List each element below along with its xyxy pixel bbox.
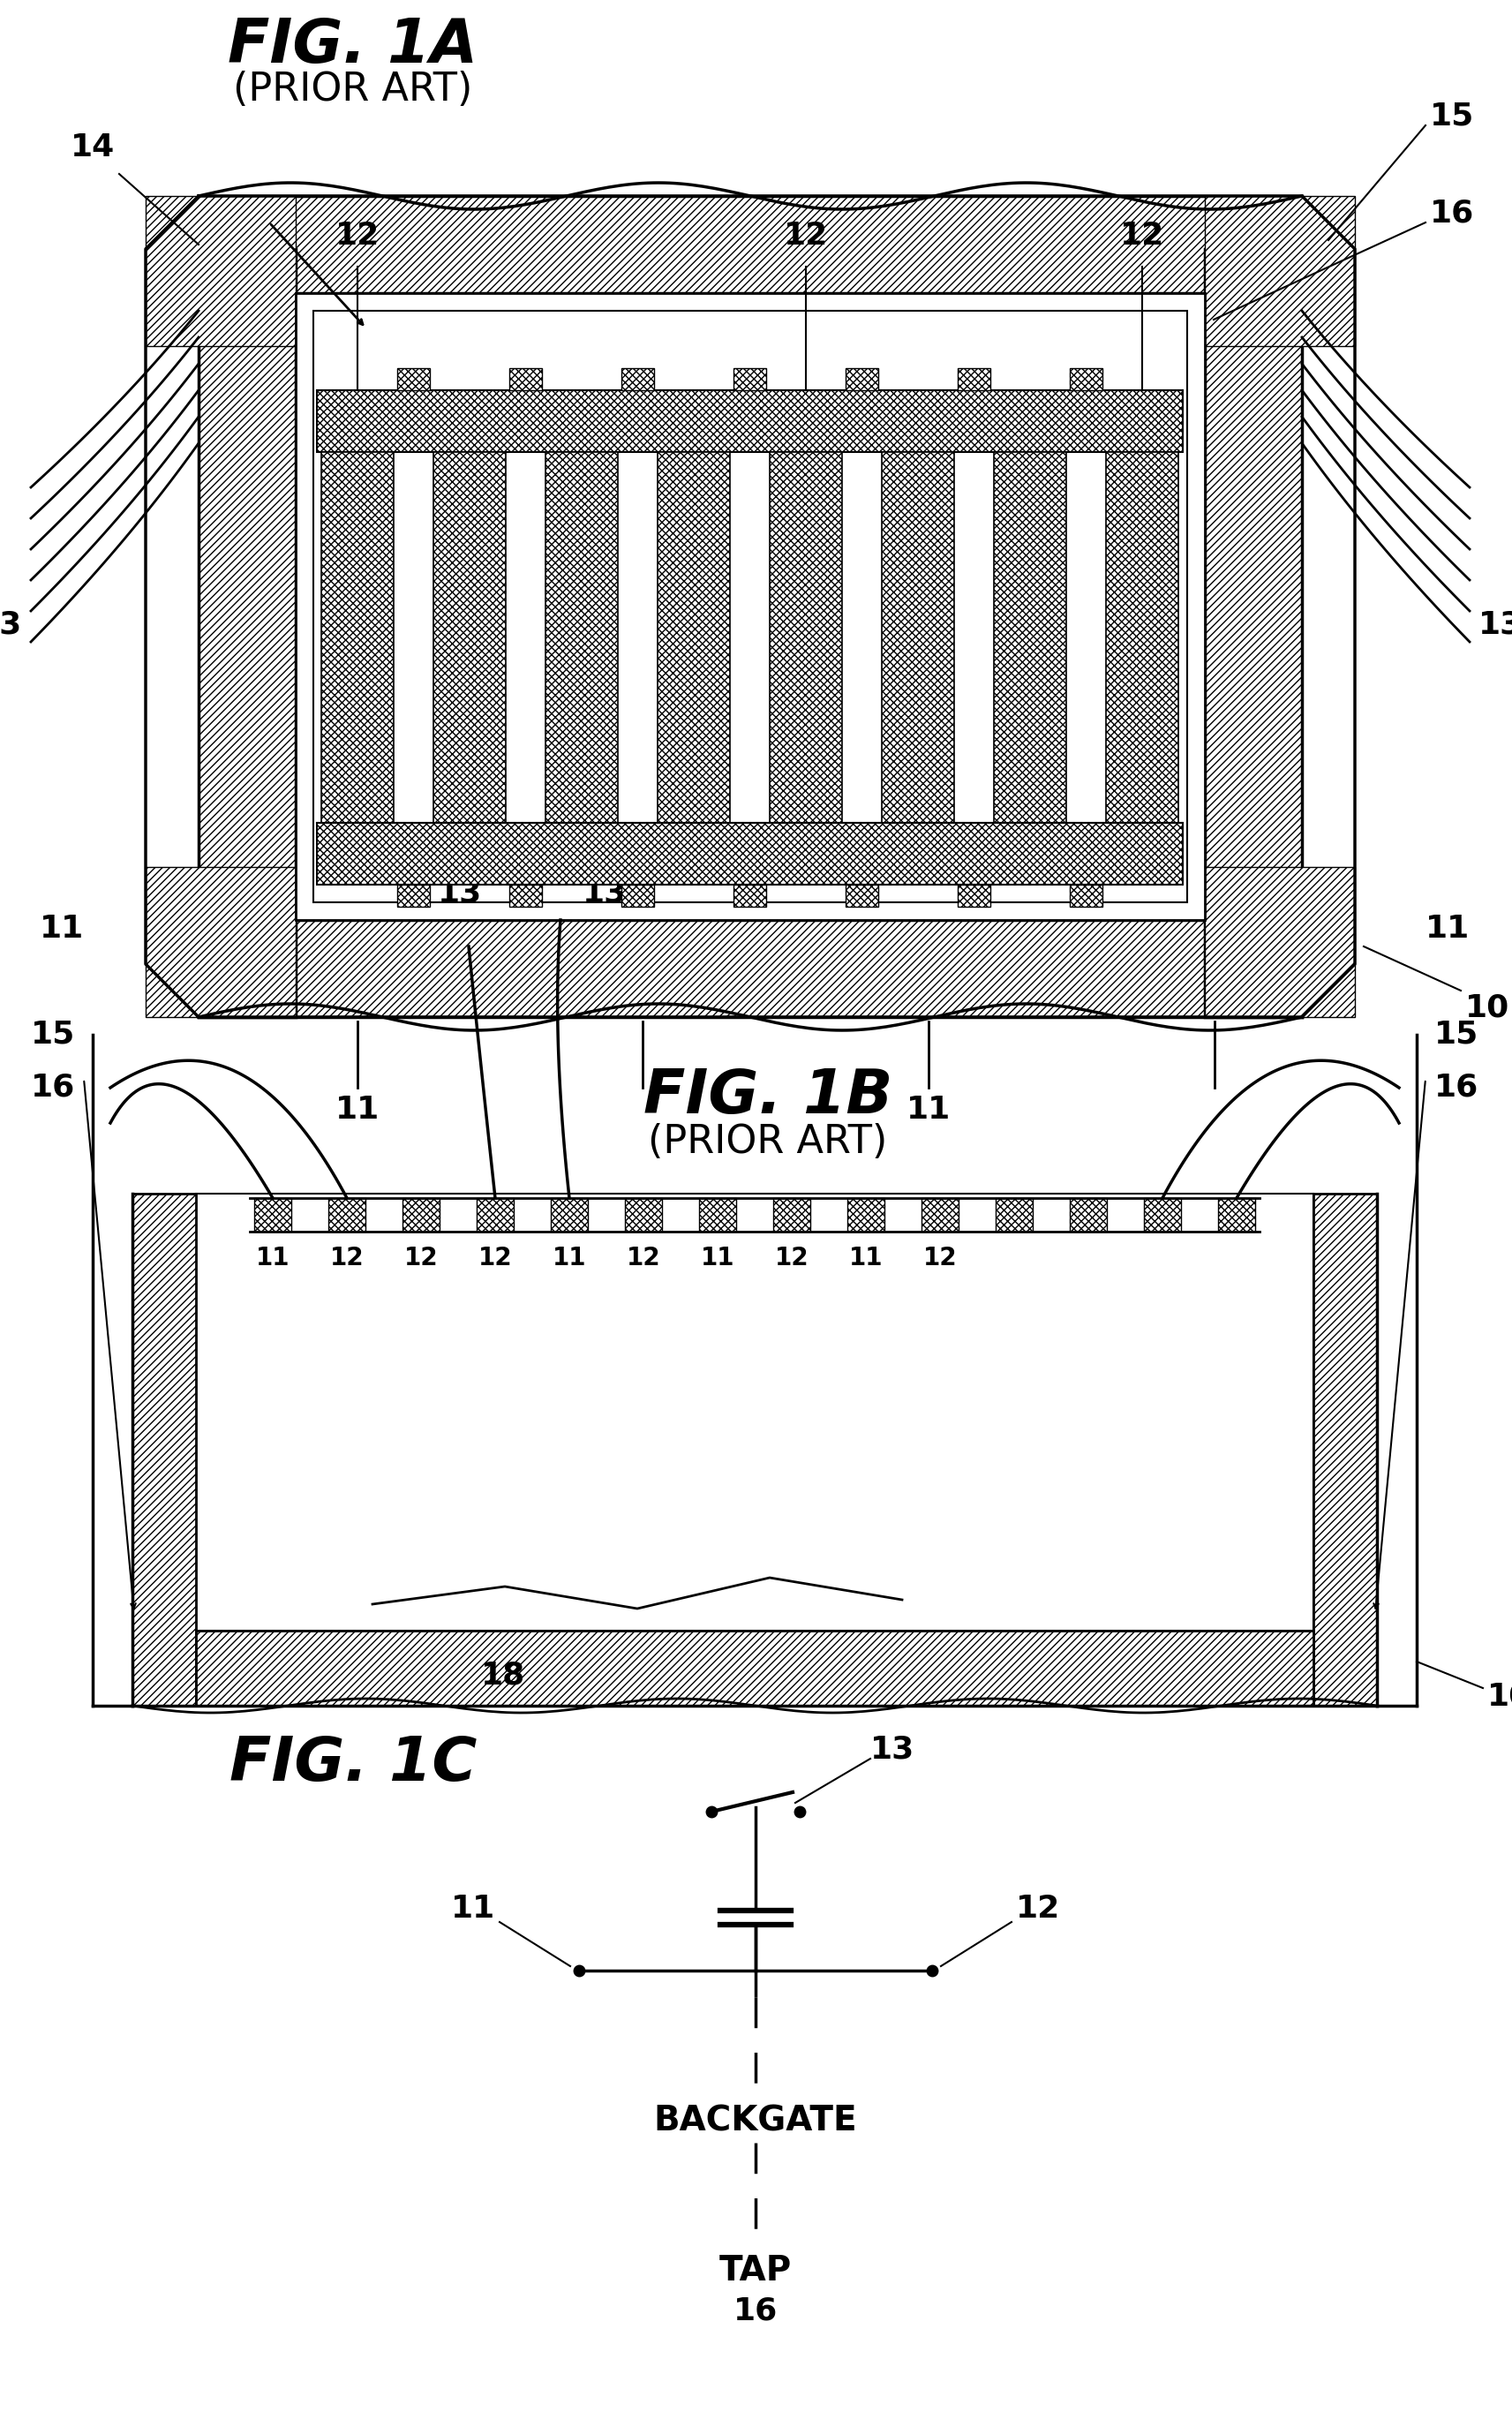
Bar bbox=[434, 451, 507, 822]
Bar bbox=[624, 1199, 662, 1233]
Bar bbox=[510, 369, 541, 391]
Text: TAP: TAP bbox=[720, 2253, 792, 2287]
Bar bbox=[1105, 451, 1178, 822]
Bar bbox=[773, 1199, 810, 1233]
Bar bbox=[402, 1199, 440, 1233]
Bar bbox=[510, 885, 541, 907]
Bar bbox=[1205, 195, 1355, 345]
Bar bbox=[198, 919, 1302, 1018]
Text: 16: 16 bbox=[30, 1073, 76, 1102]
Text: 12: 12 bbox=[1120, 222, 1164, 251]
Text: 15: 15 bbox=[1435, 1020, 1479, 1049]
Text: 11: 11 bbox=[256, 1245, 290, 1271]
Text: 10: 10 bbox=[1465, 994, 1509, 1023]
Bar bbox=[197, 1631, 1314, 1705]
Text: 12: 12 bbox=[626, 1245, 661, 1271]
Bar bbox=[254, 1199, 292, 1233]
Text: 13: 13 bbox=[871, 1734, 915, 1766]
Text: 13: 13 bbox=[437, 878, 482, 909]
Text: FIG. 1A: FIG. 1A bbox=[228, 17, 478, 75]
Bar bbox=[318, 822, 1182, 885]
Bar bbox=[1219, 1199, 1255, 1233]
Bar bbox=[621, 885, 655, 907]
Text: 11: 11 bbox=[552, 1245, 587, 1271]
Bar bbox=[1070, 1199, 1107, 1233]
Bar bbox=[1205, 866, 1355, 1018]
Bar bbox=[957, 885, 990, 907]
Text: 11: 11 bbox=[906, 1095, 951, 1124]
Bar bbox=[770, 451, 842, 822]
Text: FIG. 1B: FIG. 1B bbox=[643, 1066, 892, 1126]
Text: 13: 13 bbox=[582, 878, 627, 909]
Text: 10: 10 bbox=[1488, 1681, 1512, 1713]
Bar bbox=[845, 885, 878, 907]
Bar bbox=[197, 1194, 1314, 1631]
Text: 16: 16 bbox=[1435, 1073, 1479, 1102]
Bar bbox=[847, 1199, 885, 1233]
Text: 11: 11 bbox=[39, 914, 85, 943]
Bar bbox=[995, 1199, 1033, 1233]
Bar bbox=[699, 1199, 736, 1233]
Text: 15: 15 bbox=[1430, 101, 1474, 133]
Text: 16: 16 bbox=[1430, 198, 1474, 229]
Bar bbox=[145, 195, 296, 345]
Bar bbox=[546, 451, 618, 822]
Text: 16: 16 bbox=[733, 2296, 777, 2325]
Bar bbox=[993, 451, 1066, 822]
Bar bbox=[957, 369, 990, 391]
Text: 12: 12 bbox=[783, 222, 829, 251]
Bar bbox=[1314, 1194, 1377, 1705]
Bar bbox=[1070, 369, 1102, 391]
Text: 11: 11 bbox=[848, 1245, 883, 1271]
Bar bbox=[198, 248, 296, 1018]
Bar bbox=[133, 1194, 197, 1705]
Bar bbox=[550, 1199, 588, 1233]
Bar bbox=[476, 1199, 514, 1233]
Bar bbox=[198, 195, 1302, 294]
Text: 11: 11 bbox=[451, 1893, 496, 1925]
Text: 13: 13 bbox=[1479, 610, 1512, 639]
Text: 15: 15 bbox=[30, 1020, 76, 1049]
Bar bbox=[296, 294, 1205, 919]
Text: (PRIOR ART): (PRIOR ART) bbox=[233, 70, 473, 109]
Text: 12: 12 bbox=[1016, 1893, 1060, 1925]
Text: 12: 12 bbox=[478, 1245, 513, 1271]
Bar bbox=[318, 391, 1182, 451]
Bar bbox=[328, 1199, 366, 1233]
Text: BACKGATE: BACKGATE bbox=[653, 2103, 857, 2137]
Bar bbox=[1070, 885, 1102, 907]
Text: 11: 11 bbox=[336, 1095, 380, 1124]
Bar bbox=[658, 451, 730, 822]
Text: 12: 12 bbox=[336, 222, 380, 251]
Bar bbox=[881, 451, 954, 822]
Text: 13: 13 bbox=[0, 610, 23, 639]
Bar bbox=[313, 311, 1187, 902]
Bar bbox=[733, 369, 767, 391]
Text: 12: 12 bbox=[774, 1245, 809, 1271]
Text: 12: 12 bbox=[404, 1245, 438, 1271]
Bar bbox=[321, 451, 393, 822]
Bar bbox=[398, 369, 429, 391]
Text: FIG. 1C: FIG. 1C bbox=[230, 1734, 476, 1792]
Text: 18: 18 bbox=[481, 1659, 525, 1691]
Bar bbox=[398, 885, 429, 907]
Bar bbox=[733, 885, 767, 907]
Bar bbox=[1205, 248, 1302, 1018]
Text: (PRIOR ART): (PRIOR ART) bbox=[649, 1124, 888, 1163]
Text: 14: 14 bbox=[71, 133, 115, 162]
Bar bbox=[145, 866, 296, 1018]
Bar bbox=[1145, 1199, 1181, 1233]
Bar bbox=[621, 369, 655, 391]
Text: 11: 11 bbox=[1426, 914, 1470, 943]
Bar bbox=[921, 1199, 959, 1233]
Bar bbox=[845, 369, 878, 391]
Text: 12: 12 bbox=[922, 1245, 957, 1271]
Text: 11: 11 bbox=[700, 1245, 735, 1271]
Text: 12: 12 bbox=[330, 1245, 364, 1271]
